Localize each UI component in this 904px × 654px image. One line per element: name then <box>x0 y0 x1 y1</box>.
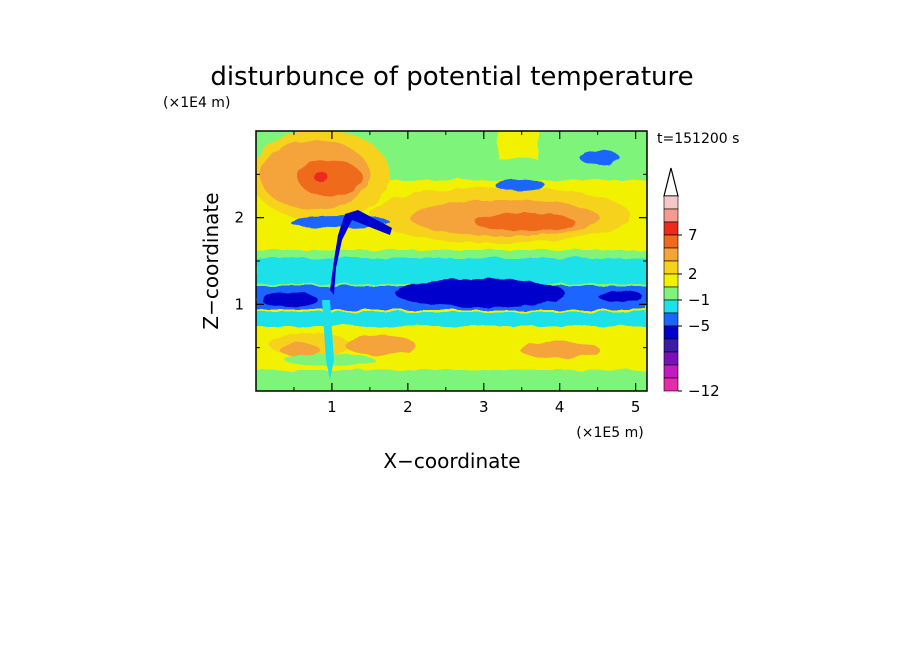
warm-band-inner <box>475 213 575 231</box>
colorbar-swatch <box>663 273 679 288</box>
x-tick-label: 4 <box>555 398 565 416</box>
y-axis-label: Z−coordinate <box>199 192 223 329</box>
colorbar-swatch <box>663 364 679 379</box>
colorbar-swatch <box>663 260 679 275</box>
colorbar: 7 2 −1 −5 −12 <box>663 167 720 400</box>
y-tick-label: 1 <box>234 295 244 313</box>
colorbar-extend-arrow <box>663 167 679 197</box>
cold-band-left <box>262 293 318 307</box>
colorbar-swatch <box>663 338 679 353</box>
cyan-layer-lower <box>256 312 647 326</box>
bottom-green <box>256 372 647 391</box>
cold-band-core <box>395 279 565 307</box>
x-axis-unit: (×1E5 m) <box>576 425 643 441</box>
warm-region-core <box>313 171 327 181</box>
colorbar-label: 2 <box>688 265 698 283</box>
cold-patch-top-right <box>580 151 620 165</box>
colorbar-label: −1 <box>688 291 710 309</box>
colorbar-swatch <box>663 351 679 366</box>
cold-patch-upper <box>495 179 545 191</box>
colorbar-label: −12 <box>688 382 720 400</box>
colorbar-swatch <box>663 377 679 392</box>
top-yellow-patch <box>498 131 538 159</box>
colorbar-swatch <box>663 299 679 314</box>
lower-warm-right <box>520 342 600 358</box>
x-axis-label: X−coordinate <box>383 449 520 473</box>
cold-band-right <box>598 290 642 302</box>
y-axis-unit: (×1E4 m) <box>163 95 230 111</box>
x-tick-label: 2 <box>403 398 413 416</box>
colorbar-swatch <box>663 286 679 301</box>
colorbar-swatch <box>663 247 679 262</box>
colorbar-label: −5 <box>688 317 710 335</box>
warm-region-inner <box>298 160 362 196</box>
time-label: t=151200 s <box>657 131 739 147</box>
colorbar-swatch <box>663 325 679 340</box>
colorbar-swatch <box>663 195 679 210</box>
x-axis-ticks: 1 2 3 4 5 <box>293 131 641 416</box>
heatmap-field <box>256 131 647 391</box>
vertical-cyan-streak <box>322 300 334 380</box>
colorbar-swatch <box>663 221 679 236</box>
colorbar-swatch <box>663 312 679 327</box>
x-tick-label: 5 <box>631 398 641 416</box>
y-axis-ticks: 12 <box>234 173 647 349</box>
colorbar-swatch <box>663 208 679 223</box>
colorbar-label: 7 <box>688 226 698 244</box>
lower-warm-left-core <box>280 343 320 357</box>
x-tick-label: 3 <box>479 398 489 416</box>
chart-title: disturbunce of potential temperature <box>210 62 693 92</box>
tilted-cold-structure <box>330 210 392 295</box>
y-tick-label: 2 <box>234 209 244 227</box>
lower-warm-mid <box>345 335 415 355</box>
cyan-layer-upper <box>256 258 647 284</box>
x-tick-label: 1 <box>327 398 337 416</box>
colorbar-swatch <box>663 234 679 249</box>
